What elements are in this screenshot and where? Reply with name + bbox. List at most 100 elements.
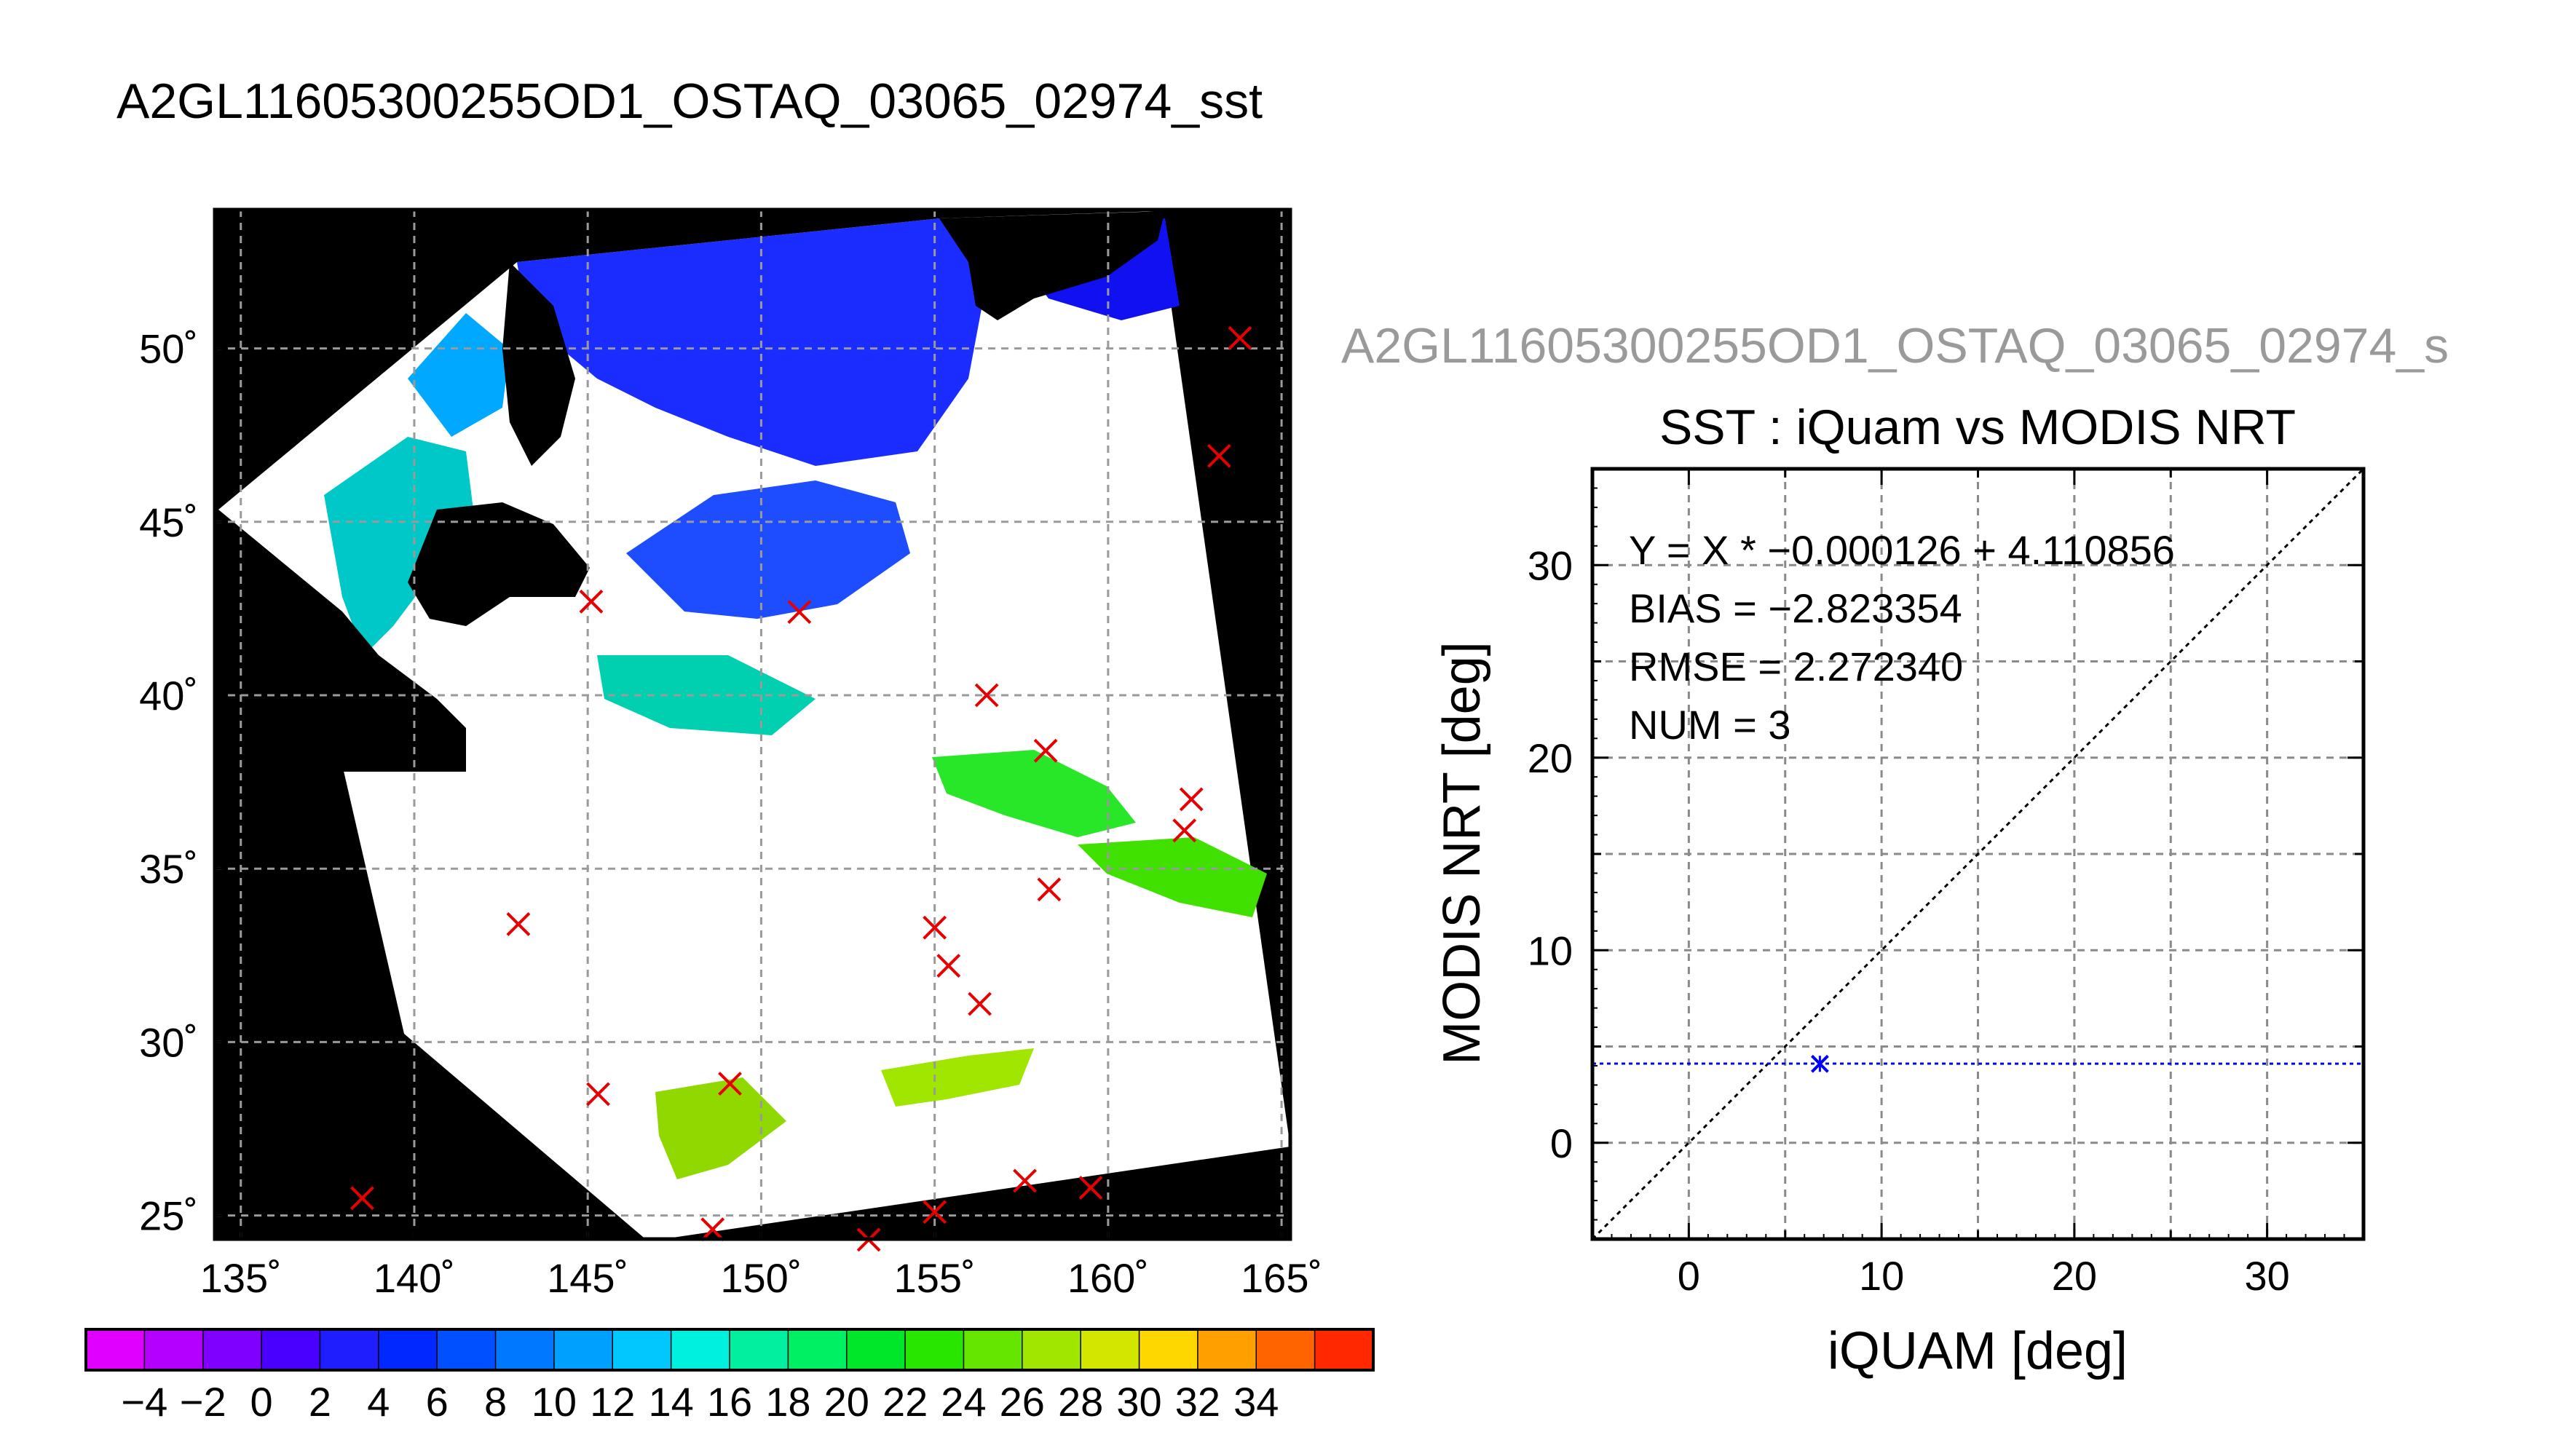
colorbar-swatch	[86, 1329, 145, 1370]
colorbar-swatch	[788, 1329, 848, 1370]
colorbar-label: 0	[250, 1379, 273, 1425]
colorbar-swatch	[495, 1329, 555, 1370]
colorbar-label: 22	[882, 1379, 928, 1425]
colorbar-swatch	[1081, 1329, 1140, 1370]
iquam-marker	[1179, 787, 1204, 812]
marker-stroke	[1228, 325, 1252, 350]
colorbar-swatch	[671, 1329, 730, 1370]
iquam-marker	[936, 954, 961, 978]
scatter-ticks	[1592, 469, 2364, 1239]
colorbar-swatch	[730, 1329, 789, 1370]
marker-stroke	[1078, 1176, 1103, 1200]
sst-patch-yellow-green	[881, 1048, 1034, 1107]
marker-stroke	[700, 1217, 725, 1242]
latitude-label: 25˚	[139, 1193, 198, 1239]
marker-stroke	[350, 1186, 374, 1211]
longitude-label: 165˚	[1241, 1255, 1322, 1301]
marker-stroke	[787, 600, 812, 625]
map-frame	[213, 207, 1292, 1241]
iquam-marker	[1172, 818, 1197, 843]
latitude-label: 45˚	[139, 499, 198, 545]
iquam-marker	[1033, 738, 1058, 763]
latitude-label: 50˚	[139, 326, 198, 372]
colorbar-swatch	[437, 1329, 497, 1370]
land-sakhalin	[502, 262, 575, 466]
colorbar-frame	[84, 1328, 1375, 1372]
sst-patch-green-1	[932, 750, 1136, 837]
stats-annotation: BIAS = −2.823354	[1629, 585, 1962, 631]
colorbar-label: −4	[121, 1379, 167, 1425]
colorbar-swatch	[1139, 1329, 1198, 1370]
marker-stroke	[579, 589, 604, 614]
sst-patch-hokkaido-west	[324, 437, 473, 655]
marker-stroke	[1013, 1168, 1037, 1193]
colorbar-swatch	[612, 1329, 672, 1370]
colorbar-label: 20	[824, 1379, 869, 1425]
marker-stroke	[974, 683, 999, 708]
marker-stroke	[968, 992, 992, 1016]
iquam-marker	[1207, 443, 1231, 468]
colorbar-label: 4	[367, 1379, 390, 1425]
colorbar-swatch	[1022, 1329, 1081, 1370]
scatter-plot: SST : iQuam vs MODIS NRT 0 10 20 30 0 10 20 30…	[1433, 400, 2366, 1380]
colorbar-label: 34	[1233, 1379, 1279, 1425]
iquam-marker	[974, 683, 999, 708]
iquam-marker	[579, 589, 604, 614]
latitude-label: 40˚	[139, 673, 198, 719]
x-tick-labels: 0 10 20 30	[1678, 1253, 2290, 1299]
y-tick-label: 30	[1528, 542, 1573, 588]
y-tick-labels: 0 10 20 30	[1528, 542, 1573, 1166]
iquam-markers	[350, 325, 1252, 1252]
marker-stroke	[1172, 818, 1197, 843]
colorbar-label: 18	[765, 1379, 810, 1425]
iquam-marker	[923, 1200, 947, 1224]
longitude-label: 135˚	[200, 1255, 282, 1301]
stats-annotation: NUM = 3	[1629, 702, 1791, 748]
colorbar-label: 12	[590, 1379, 635, 1425]
marker-stroke	[718, 1072, 742, 1096]
x-tick-label: 10	[1859, 1253, 1904, 1299]
longitude-label: 150˚	[720, 1255, 802, 1301]
iquam-marker	[1078, 1176, 1103, 1200]
colorbar-label: 28	[1058, 1379, 1103, 1425]
iquam-marker	[700, 1217, 725, 1242]
y-tick-label: 0	[1550, 1120, 1573, 1166]
sst-patch-green-2	[1078, 837, 1267, 917]
longitude-label: 155˚	[894, 1255, 976, 1301]
marker-stroke	[1207, 443, 1231, 468]
marker-stroke	[1037, 877, 1062, 902]
colorbar-swatch	[320, 1329, 379, 1370]
marker-stroke	[923, 1200, 947, 1224]
map-ticks	[215, 347, 1283, 1239]
stats-annotation: Y = X * −0.000126 + 4.110856	[1629, 527, 2175, 573]
colorbar-swatch	[378, 1329, 438, 1370]
marker-stroke	[1179, 787, 1204, 812]
iquam-marker	[923, 915, 947, 940]
scatter-point	[1810, 1054, 1829, 1073]
longitude-label: 160˚	[1067, 1255, 1149, 1301]
longitude-label: 140˚	[374, 1255, 455, 1301]
latitude-labels: 50˚ 45˚ 40˚ 35˚ 30˚ 25˚	[139, 326, 198, 1239]
colorbar-swatch	[963, 1329, 1023, 1370]
colorbar-swatch	[1314, 1329, 1374, 1370]
iquam-marker	[1037, 877, 1062, 902]
colorbar-swatch	[261, 1329, 321, 1370]
colorbar-swatch	[202, 1329, 262, 1370]
colorbar-label: 8	[484, 1379, 507, 1425]
colorbar-swatch	[144, 1329, 204, 1370]
sst-map: 135˚ 140˚ 145˚ 150˚ 155˚ 160˚ 165˚ 50˚ 45˚ 40˚ 35…	[139, 207, 1322, 1301]
x-tick-label: 20	[2052, 1253, 2097, 1299]
colorbar-swatch	[553, 1329, 613, 1370]
land-hokkaido	[408, 502, 590, 626]
colorbar-label: −2	[180, 1379, 226, 1425]
sst-patch-japan-sea	[408, 313, 510, 437]
map-grid	[215, 210, 1290, 1239]
main-title: A2GL11605300255OD1_OSTAQ_03065_02974_sst	[117, 74, 1263, 129]
marker-stroke	[923, 915, 947, 940]
colorbar-swatch	[1197, 1329, 1257, 1370]
x-axis-label: iQUAM [deg]	[1828, 1322, 2128, 1380]
scatter-title: SST : iQuam vs MODIS NRT	[1659, 400, 2296, 455]
marker-stroke	[586, 1082, 610, 1107]
land-honshu	[218, 510, 466, 772]
